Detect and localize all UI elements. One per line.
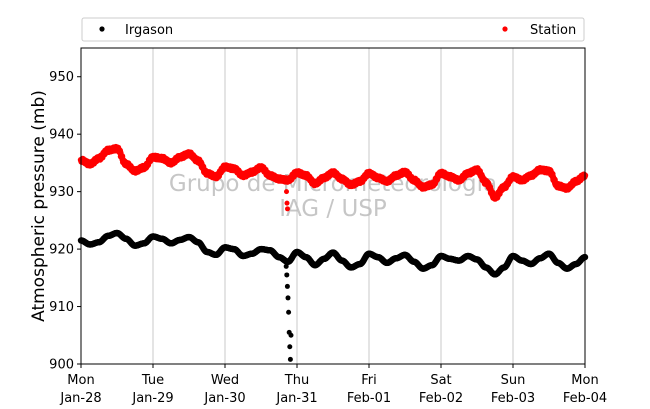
plot-area-frame	[80, 47, 586, 365]
x-tick-date: Jan-30	[203, 391, 245, 406]
x-tick-date: Feb-04	[563, 391, 607, 406]
y-tick-label: 900	[49, 358, 74, 373]
y-tick-label: 950	[49, 70, 74, 85]
x-tick-day: Thu	[284, 373, 309, 388]
legend-marker-station	[502, 26, 508, 32]
x-tick-day: Mon	[571, 373, 598, 388]
legend-box	[81, 17, 585, 42]
y-tick-label: 940	[49, 128, 74, 143]
x-tick-day: Tue	[141, 373, 164, 388]
anomaly-point	[288, 332, 294, 338]
anomaly-point	[287, 344, 293, 350]
legend-label-irgason: Irgason	[125, 23, 173, 38]
x-tick-date: Feb-03	[491, 391, 535, 406]
anomaly-point	[287, 356, 293, 362]
x-tick-date: Jan-31	[275, 391, 317, 406]
x-tick-date: Feb-02	[419, 391, 463, 406]
anomaly-point	[285, 206, 290, 212]
series-layer	[77, 143, 589, 362]
anomaly-point	[283, 263, 289, 269]
anomaly-point	[286, 309, 292, 315]
x-tick-day: Fri	[361, 373, 377, 388]
anomaly-point	[284, 272, 290, 278]
x-tick-date: Feb-01	[347, 391, 391, 406]
grid-lines	[152, 48, 514, 364]
x-axis: Mon Jan-28 Tue Jan-29 Wed Jan-30 Thu Jan-31 Fri F…	[59, 364, 607, 406]
anomaly-point	[285, 295, 291, 301]
series-station	[77, 143, 589, 212]
x-tick-date: Jan-29	[131, 391, 173, 406]
anomaly-point	[284, 200, 290, 206]
legend-label-station: Station	[530, 23, 576, 38]
x-tick-day: Sat	[430, 373, 451, 388]
anomaly-point	[284, 189, 289, 195]
y-axis-label: Atmospheric pressure (mb)	[29, 90, 49, 322]
y-tick-label: 910	[49, 300, 74, 315]
y-axis: 900 910 920 930 940 950	[49, 70, 81, 373]
watermark-line-2: IAG / USP	[279, 196, 387, 222]
legend: Irgason Station	[81, 17, 585, 42]
legend-marker-irgason	[99, 26, 105, 32]
x-tick-date: Jan-28	[59, 391, 101, 406]
x-tick-day: Wed	[211, 373, 239, 388]
y-tick-label: 930	[49, 185, 74, 200]
x-tick-day: Mon	[67, 373, 94, 388]
series-irgason	[77, 229, 589, 362]
x-tick-day: Sun	[501, 373, 526, 388]
watermark: Grupo de Micrometeorologia IAG / USP	[169, 171, 497, 222]
anomaly-point	[284, 283, 290, 289]
y-tick-label: 920	[49, 243, 74, 258]
